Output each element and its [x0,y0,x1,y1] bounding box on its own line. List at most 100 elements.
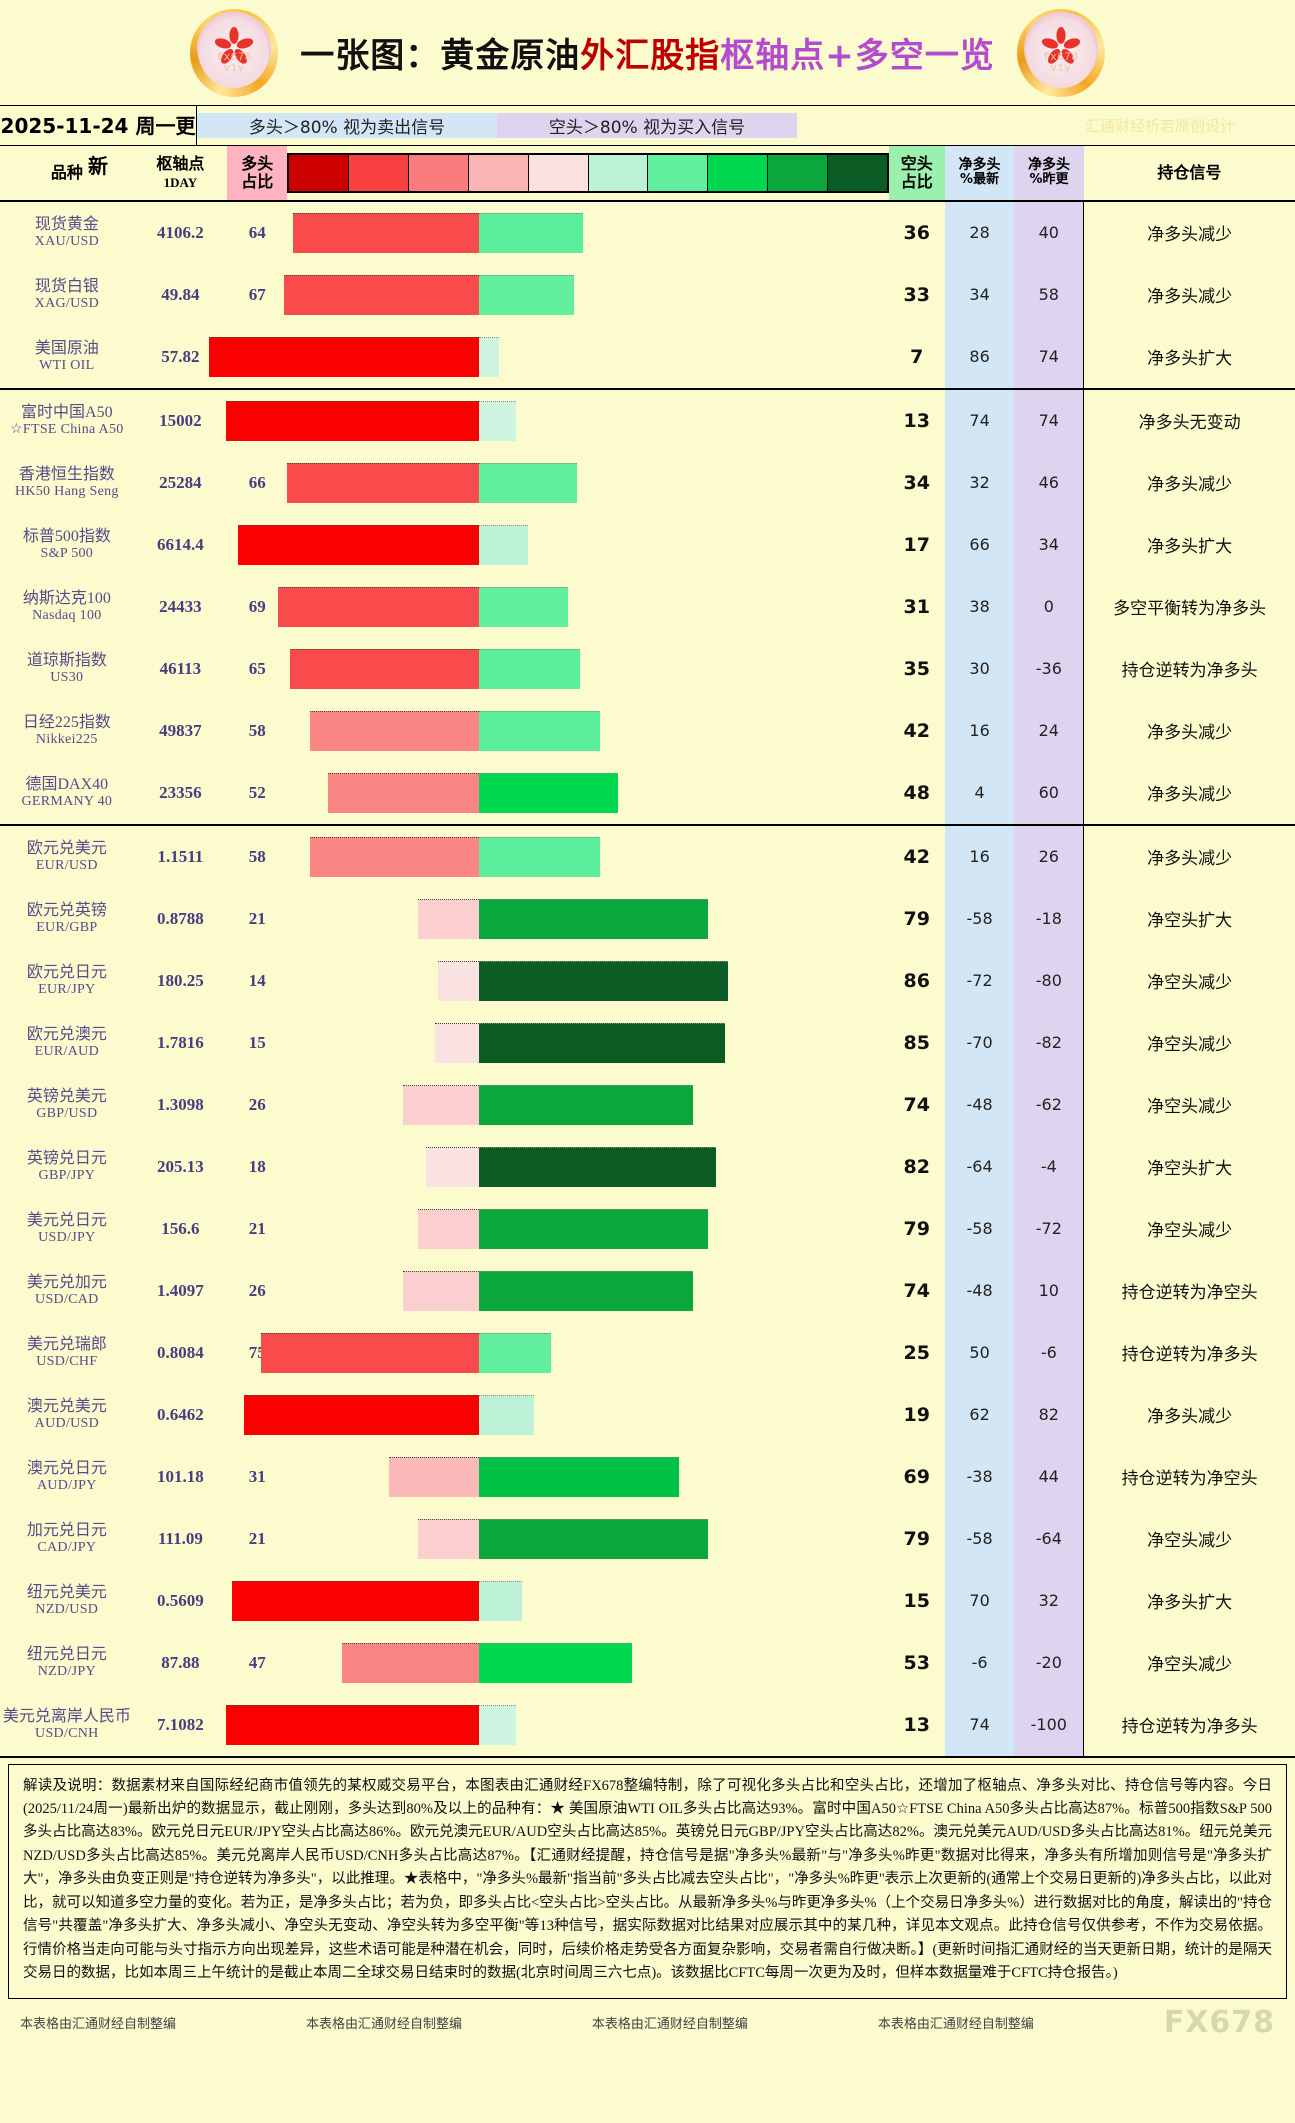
title-part-1: 一张图：黄金原油 [300,36,581,76]
instrument-name-en: USD/CAD [35,1291,99,1307]
cell-net-latest: 50 [944,1321,1015,1384]
bar-long-segment [437,960,479,1001]
legend-swatch-9 [827,154,887,191]
cell-short-pct: 13 [903,409,930,432]
cell-long-pct: 66 [248,472,266,492]
cell-pivot: 0.5609 [157,1590,204,1610]
cell-instrument-name: 纳斯达克100 Nasdaq 100 [0,576,134,638]
cell-signal: 净空头减少 [1083,1073,1295,1136]
cell-short-pct: 74 [903,1093,930,1116]
footer-note-text: 解读及说明：数据素材来自国际经纪商市值领先的某权威交易平台，本图表由汇通财经FX… [23,1777,1272,1982]
cell-instrument-name: 现货白银 XAG/USD [0,264,134,326]
cell-short-pct: 53 [903,1651,930,1674]
legend-swatch-7 [708,154,769,191]
cell-net-prev: -36 [1014,637,1084,700]
cell-bar [284,264,888,326]
bar-long-segment [292,212,479,253]
col-header-short-sub: 占比 [900,171,933,191]
cell-pivot: 23356 [133,761,228,826]
bar-short-segment [478,648,581,689]
cell-short-pct: 48 [888,761,945,826]
diverging-bar [287,1446,888,1508]
bar-long-segment [310,836,479,877]
cell-net-prev: -64 [1014,1507,1084,1570]
cell-pivot: 0.8084 [157,1342,204,1362]
title-part-3: 枢轴点+多空一览 [720,36,995,76]
cell-net-prev: 26 [1014,824,1084,888]
col-header-legend [287,145,889,202]
cell-instrument-name: 澳元兑日元 AUD/JPY [0,1446,134,1508]
col-header-net-prev: 净多头 %昨更 [1014,145,1084,202]
table-row: 欧元兑英镑 EUR/GBP 0.8788 21 79 -58 -18 净空头扩大 [0,887,1295,950]
legend-swatch-2 [409,154,469,191]
cell-net-latest: -48 [944,1073,1015,1136]
bar-short-segment [478,400,517,441]
cell-short-pct: 17 [903,533,930,556]
cell-net-prev: -20 [1014,1631,1084,1694]
bar-long-segment [327,772,479,813]
cell-net-prev: 10 [1014,1259,1084,1322]
footer-watermark: FX678 [1163,2004,1275,2040]
cell-signal: 持仓逆转为净多头 [1083,1321,1295,1384]
cell-bar [243,1384,888,1446]
cell-bar [287,700,888,762]
cell-net-latest: 16 [944,824,1015,888]
cell-net-latest: 74 [944,1693,1015,1758]
cell-bar [287,1446,888,1508]
cell-instrument-name: 德国DAX40 GERMANY 40 [0,761,134,826]
col-header-net-prev-main: 净多头 [1028,157,1071,174]
cell-bar [226,1693,889,1758]
cell-bar [287,761,889,826]
bar-short-segment [478,1208,708,1249]
cell-instrument-name: 日经225指数 Nikkei225 [0,700,134,762]
cell-instrument-name: 欧元兑澳元 EUR/AUD [0,1012,134,1074]
cell-net-prev: 74 [1014,325,1084,390]
bar-long-segment [284,274,479,315]
instrument-name-cn: 美元兑瑞郎 [26,1335,107,1353]
table-row: 德国DAX40 GERMANY 40 23356 52 48 4 60 净多头减少 [0,761,1295,826]
diverging-bar [261,1322,888,1384]
instrument-name-en: USD/JPY [38,1229,96,1245]
cell-signal: 净空头扩大 [1083,887,1295,950]
cell-net-latest: 16 [944,699,1015,762]
cell-short-pct: 74 [903,1279,930,1302]
bar-short-segment [478,336,499,377]
cell-signal: 净空头减少 [1083,1197,1295,1260]
bar-long-segment [435,1022,479,1063]
cell-net-latest: 32 [944,451,1015,514]
cell-signal: 持仓逆转为净多头 [1083,1693,1295,1758]
table-row: 英镑兑美元 GBP/USD 1.3098 26 74 -48 -62 净空头减少 [0,1073,1295,1136]
cell-signal: 净空头扩大 [1083,1135,1295,1198]
cell-net-latest: 28 [944,200,1015,264]
table-row: 欧元兑日元 EUR/JPY 180.25 14 86 -72 -80 净空头减少 [0,949,1295,1012]
diverging-bar [284,264,888,326]
cell-net-prev: 32 [1014,1569,1084,1632]
instrument-name-en: XAU/USD [34,233,99,249]
cell-instrument-name: 英镑兑美元 GBP/USD [0,1074,134,1136]
logo-coin-left: fx678 v1y [190,8,279,97]
cell-instrument-name: 加元兑日元 CAD/JPY [0,1508,134,1570]
cell-bar [287,1136,888,1198]
cell-long-pct: 26 [248,1280,266,1300]
col-header-pivot-sub: 1DAY [163,174,198,190]
instrument-name-en: EUR/GBP [36,919,98,935]
bar-long-segment [226,400,479,441]
instrument-name-cn: 美国原油 [34,339,99,357]
cell-long-pct: 14 [248,970,266,990]
cell-signal: 净多头减少 [1083,761,1295,826]
cell-pivot: 1.3098 [157,1094,204,1114]
source-label-2: 本表格由汇通财经自制整编 [591,2015,748,2031]
cell-long-pct: 64 [248,222,266,242]
cell-signal: 净多头减少 [1083,263,1295,326]
cell-bar [237,514,888,576]
bar-long-segment [287,462,479,503]
cell-long-pct: 31 [248,1466,266,1486]
bar-long-segment [403,1084,479,1125]
cell-net-prev: -72 [1014,1197,1084,1260]
table-row: 美元兑加元 USD/CAD 1.4097 26 74 -48 10 持仓逆转为净空头 [0,1259,1295,1322]
diverging-bar [287,700,888,762]
cell-signal: 净多头减少 [1083,824,1295,888]
cell-bar [287,1260,888,1322]
